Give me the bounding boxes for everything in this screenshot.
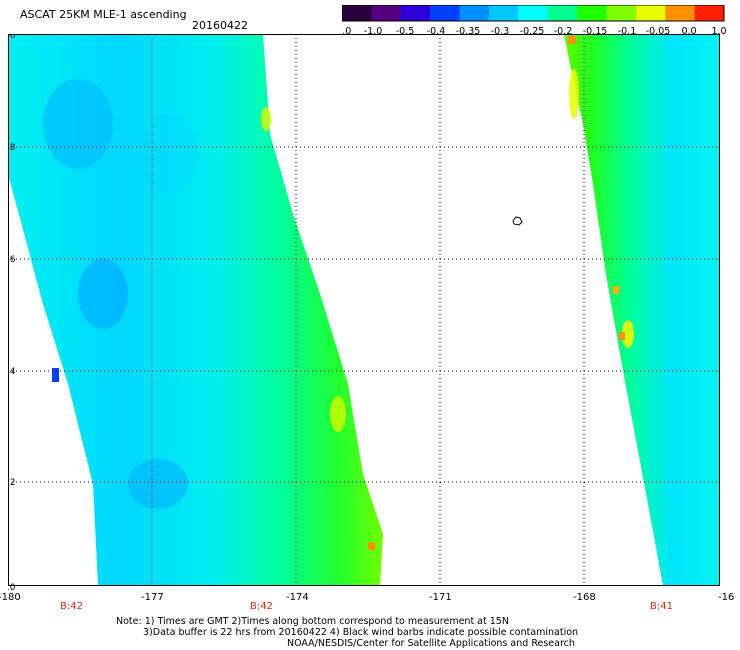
note-line: NOAA/NESDIS/Center for Satellite Applica… [287,638,575,649]
lat-label: 12 [8,478,15,488]
swath-patch [368,542,375,550]
map-title: ASCAT 25KM MLE-1 ascending [20,8,187,21]
swath-patch [52,368,59,382]
colorbar-swatch [459,5,490,21]
swath-map: 20 18 16 14 12 10 [8,34,720,592]
swath-right [564,34,720,586]
swath-patch [128,459,188,509]
colorbar-swatch [547,5,578,21]
orbit-label: B:41 [650,601,673,612]
lon-label: -171 [429,592,452,603]
colorbar-label: -0.15 [583,26,608,35]
colorbar-swatch [371,5,402,21]
swath-patch [330,396,346,432]
colorbar-label: -0.1 [618,26,637,35]
colorbar-swatch [577,5,607,21]
swath-patch [568,36,576,44]
colorbar-label: -0.35 [456,26,481,35]
colorbar-swatch [488,5,519,21]
swath-patch [622,320,634,348]
swath-patch [43,79,113,169]
map-date: 20160422 [192,19,248,32]
orbit-label: B:42 [250,601,273,612]
swath-patch [138,114,198,194]
colorbar-swatch [606,5,637,21]
swath-patch [619,332,625,340]
colorbar-label: -0.25 [520,26,545,35]
lon-label: -168 [573,592,596,603]
colorbar-label: -3.0 [342,26,351,35]
swath-patch [78,259,128,329]
lat-label: 10 [8,583,16,592]
colorbar-label: -0.05 [646,26,671,35]
map-frame [8,34,720,586]
swath-patch [261,107,271,131]
lon-label: -16 [718,592,735,603]
colorbar-swatch [694,5,725,21]
colorbar-swatch [342,5,372,21]
lat-label: 18 [8,143,16,153]
colorbar-swatch [518,5,549,21]
lon-label: -174 [286,592,309,603]
orbit-label: B:42 [60,601,83,612]
swath-patch [569,69,579,119]
swath-patch [613,286,619,294]
island-marker [512,216,523,226]
lat-label: 14 [8,367,16,377]
colorbar-swatch [635,5,666,21]
colorbar-swatch [665,5,696,21]
colorbar-label: 0.0 [681,26,696,35]
lat-label: 20 [8,34,16,41]
colorbar-label: -1.0 [364,26,383,35]
colorbar-swatch [400,5,431,21]
lon-label: -177 [141,592,164,603]
colorbar-label: -0.3 [491,26,510,35]
swath-left [8,34,383,586]
colorbar: -3.0 -1.0 -0.5 -0.4 -0.35 -0.3 -0.25 -0.… [342,5,726,35]
colorbar-swatch [430,5,461,21]
colorbar-label: 1.0 [711,26,726,35]
lon-label: -180 [0,592,21,603]
colorbar-label: -0.2 [554,26,573,35]
note-line: 3)Data buffer is 22 hrs from 20160422 4)… [143,627,579,638]
note-line: Note: 1) Times are GMT 2)Times along bot… [116,616,509,627]
colorbar-label: -0.4 [427,26,446,35]
lat-label: 16 [8,255,16,265]
colorbar-label: -0.5 [396,26,415,35]
